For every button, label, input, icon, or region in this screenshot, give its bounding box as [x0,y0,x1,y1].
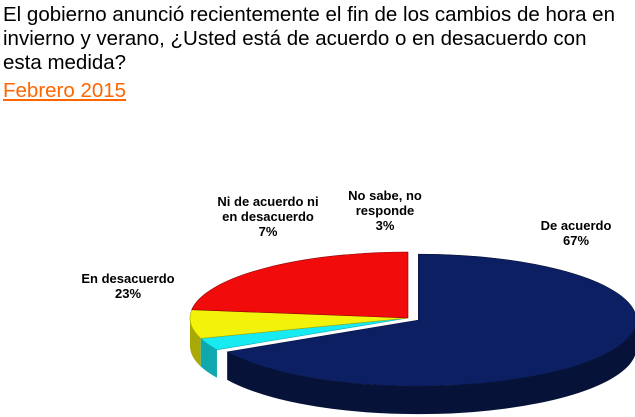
slice-value-label: 23% [115,286,141,301]
slice-category-label: responde [356,203,415,218]
slice-value-label: 7% [259,224,278,239]
slice-value-label: 3% [376,218,395,233]
slice-value-label: 67% [563,233,589,248]
page-title: El gobierno anunció recientemente el fin… [3,3,615,74]
slice-category-label: En desacuerdo [81,271,174,286]
slice-label-no-sabe-no-responde: No sabe, no responde 3% [348,188,422,233]
pie-slice-de-acuerdo [226,253,635,387]
slice-category-label: en desacuerdo [222,209,314,224]
pie-tops [189,251,635,387]
slice-label-en-desacuerdo: En desacuerdo 23% [81,271,174,301]
slice-category-label: Ni de acuerdo ni [217,194,318,209]
pie-side-ni-de-acuerdo-ni-en-desacuerdo [190,318,201,367]
slice-category-label: No sabe, no [348,188,422,203]
pie-slice-en-desacuerdo [191,251,409,319]
page-subtitle[interactable]: Febrero 2015 [3,79,127,102]
slice-label-de-acuerdo: De acuerdo 67% [541,218,612,248]
pie-side-no-sabe-no-responde [200,338,217,378]
pie-labels: De acuerdo 67% No sabe, no responde 3% Ni de … [81,188,611,301]
slice-label-ni-de-acuerdo-ni-en-desacuerdo: Ni de acuerdo ni en desacuerdo 7% [217,194,318,239]
pie-side-de-acuerdo [227,327,635,415]
slice-category-label: De acuerdo [541,218,612,233]
